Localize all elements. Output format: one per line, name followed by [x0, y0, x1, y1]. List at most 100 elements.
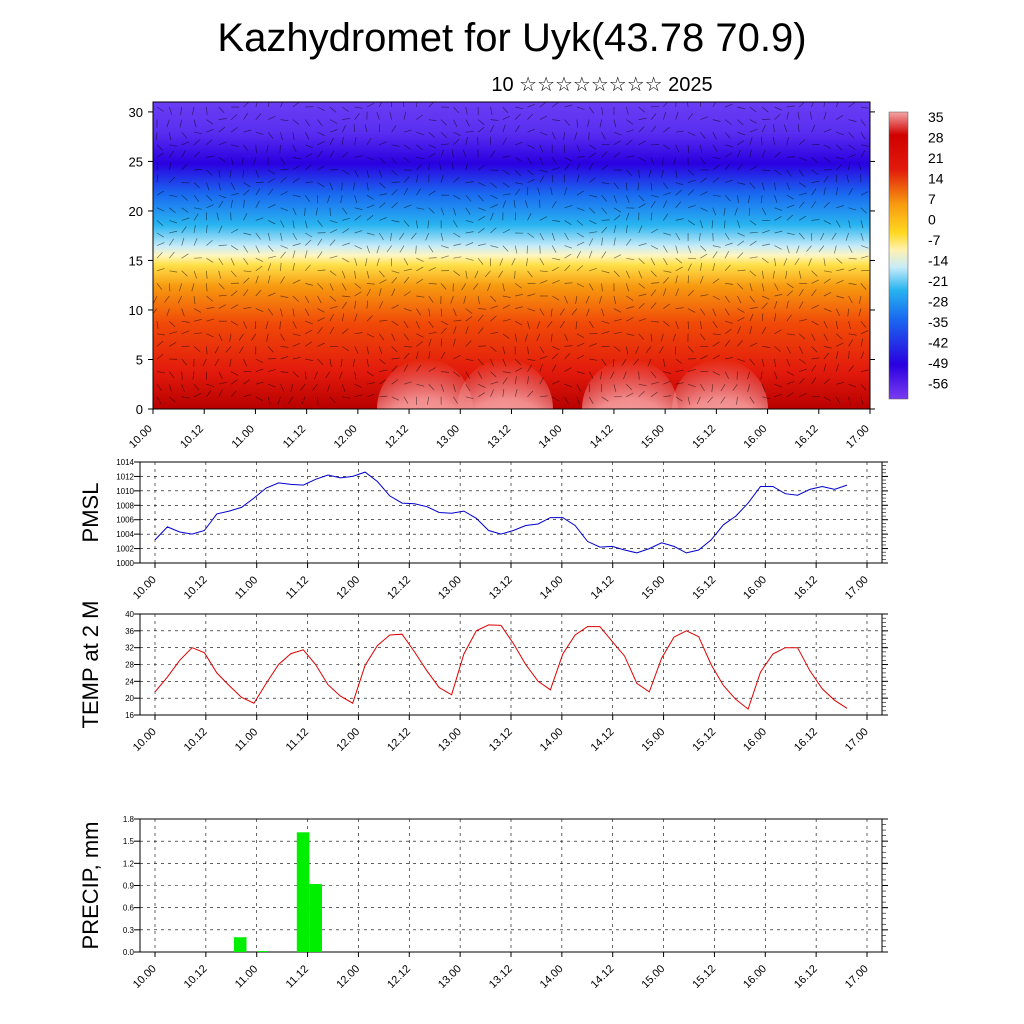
wind-vector [342, 295, 351, 298]
wind-vector [749, 106, 757, 113]
x-tick-label: 15.00 [639, 574, 667, 602]
wind-vector [502, 106, 509, 114]
wind-vector [440, 255, 449, 259]
wind-vector [613, 318, 622, 322]
colorbar-label: 14 [928, 171, 944, 187]
wind-vector [613, 195, 617, 203]
wind-vector [811, 157, 818, 163]
wind-vector [712, 165, 720, 171]
wind-vector [354, 245, 363, 250]
wind-vector [206, 283, 208, 292]
y-tick-label: 24 [125, 677, 134, 686]
wind-vector [325, 371, 331, 379]
wind-vector [625, 225, 628, 234]
wind-vector [490, 381, 499, 385]
wind-vector [428, 162, 430, 171]
wind-vector [305, 181, 314, 183]
wind-vector [552, 220, 561, 222]
wind-vector [760, 195, 763, 204]
wind-vector [428, 119, 437, 122]
wind-vector [675, 111, 679, 120]
wind-vector [515, 106, 524, 110]
wind-vector [700, 220, 703, 229]
wind-vector [811, 333, 816, 342]
wind-vector [564, 104, 573, 108]
wind-vector [428, 351, 431, 360]
wind-vector [490, 194, 498, 200]
wind-vector [539, 363, 543, 372]
wind-vector [317, 295, 322, 304]
wind-vector [564, 232, 569, 241]
wind-vector [230, 114, 238, 120]
wind-vector [798, 333, 806, 340]
wind-vector [366, 333, 375, 338]
wind-vector [218, 389, 223, 397]
wind-vector [514, 358, 522, 365]
wind-vector [601, 358, 607, 366]
wind-vector [477, 327, 484, 335]
wind-vector [156, 353, 164, 360]
wind-vector [181, 384, 185, 392]
wind-vector [799, 182, 806, 188]
wind-vector [550, 308, 553, 317]
wind-vector [848, 321, 851, 330]
wind-vector [564, 282, 573, 284]
wind-vector [327, 384, 331, 392]
wind-vector [737, 269, 746, 272]
wind-vector [724, 339, 731, 347]
wind-vector [552, 167, 560, 171]
wind-vector [305, 153, 313, 158]
wind-vector [416, 114, 424, 120]
wind-vector [613, 308, 622, 313]
wind-vector [502, 137, 507, 145]
wind-vector [551, 232, 556, 241]
wind-vector [786, 333, 795, 336]
wind-vector [834, 245, 837, 254]
wind-vector [663, 213, 669, 221]
precip-bar [309, 884, 322, 952]
wind-vector [391, 304, 399, 309]
wind-vector [626, 238, 632, 246]
wind-vector [650, 105, 660, 108]
wind-vector [194, 332, 203, 335]
wind-vector [848, 119, 857, 122]
wind-vector [737, 220, 741, 229]
series-line [154, 624, 848, 710]
wind-vector [416, 383, 425, 387]
wind-vector [342, 257, 350, 263]
wind-vector [292, 333, 301, 337]
wind-vector [860, 245, 869, 249]
wind-vector [798, 301, 804, 309]
wind-vector [564, 345, 573, 347]
wind-vector [378, 301, 384, 309]
wind-vector [465, 396, 474, 400]
wind-vector [280, 262, 282, 271]
wind-vector [364, 124, 368, 133]
wind-vector [280, 168, 289, 171]
wind-vector [317, 238, 323, 246]
wind-vector [292, 165, 300, 171]
wind-vector [214, 346, 220, 354]
wind-vector [342, 396, 351, 399]
wind-vector [761, 257, 769, 264]
wind-vector [255, 169, 260, 178]
wind-vector [514, 270, 516, 279]
wind-vector [169, 320, 176, 328]
wind-vector [440, 351, 446, 360]
y-tick-label: 1004 [116, 530, 134, 539]
wind-vector [255, 113, 262, 120]
wind-vector [403, 308, 412, 312]
x-tick-label: 10.00 [131, 574, 159, 602]
wind-vector [601, 283, 603, 292]
wind-vector [860, 396, 864, 405]
wind-vector [329, 229, 338, 234]
wind-vector [474, 270, 479, 279]
wind-vector [724, 295, 730, 303]
wind-vector [625, 346, 629, 355]
wind-vector [317, 358, 324, 366]
wind-vector [292, 250, 296, 259]
x-tick-label: 14.00 [538, 963, 566, 991]
wind-vector [354, 270, 356, 279]
wind-vector [218, 371, 223, 379]
wind-vector [329, 313, 334, 322]
